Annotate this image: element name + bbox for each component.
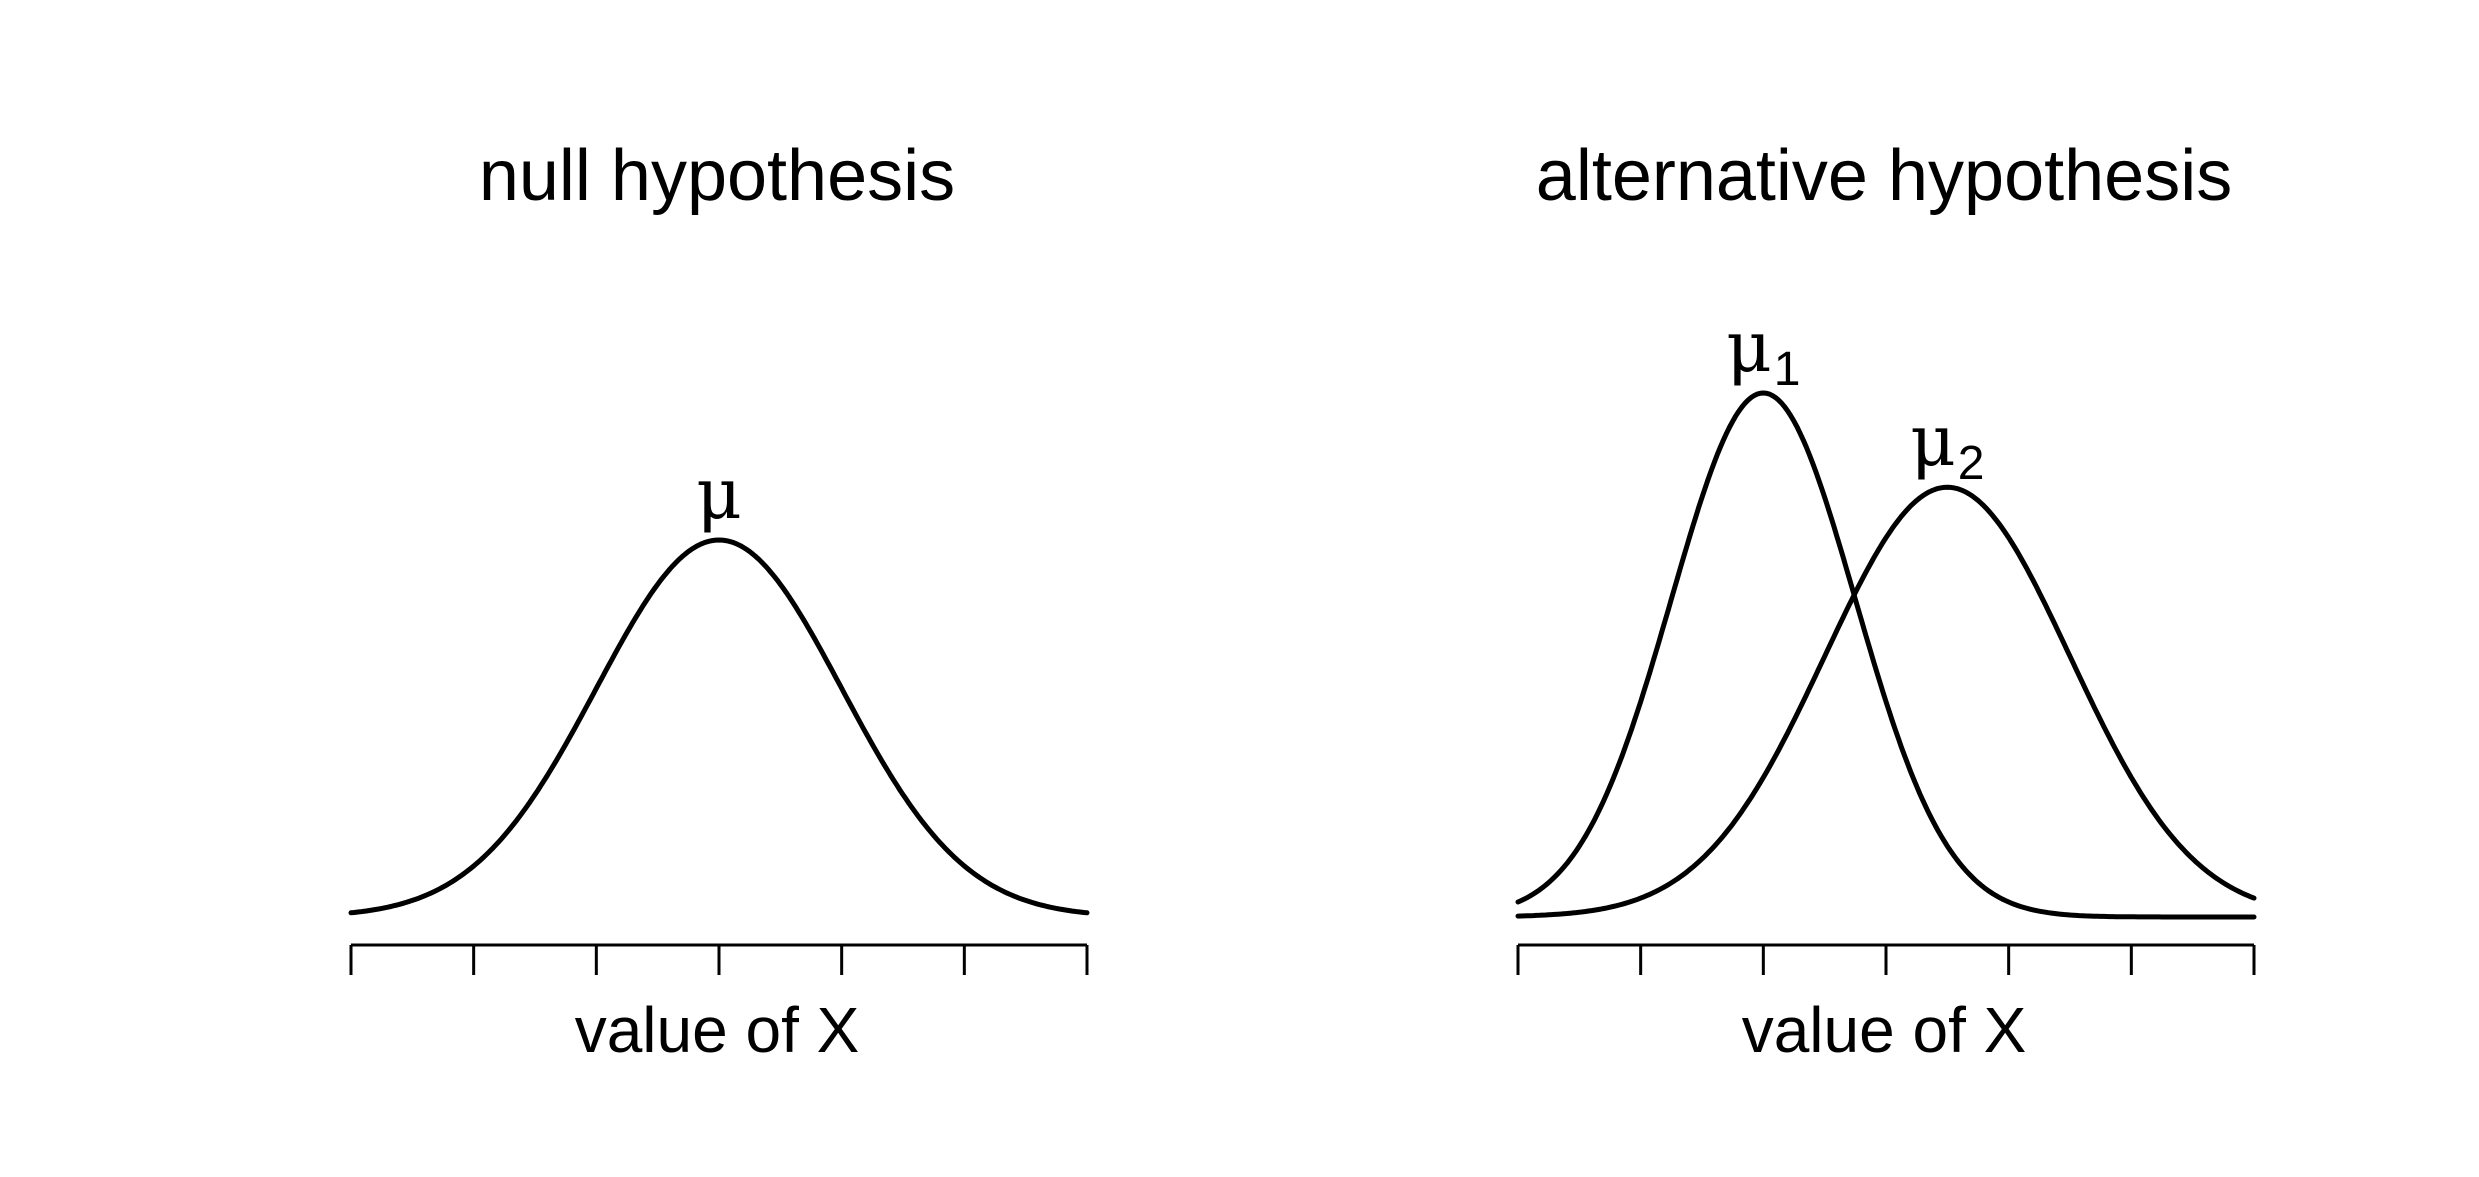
peak-label-subscript: 2 <box>1958 437 1985 490</box>
peak-label: μ1 <box>1726 306 1800 396</box>
curves <box>1515 390 2257 920</box>
curves <box>348 537 1090 916</box>
peak-label: μ2 <box>1910 400 1984 490</box>
panel-alternative-hypothesis: alternative hypothesis μ1 μ2 value of X <box>1515 136 2257 1066</box>
peak-labels: μ <box>696 453 742 535</box>
panel-null-hypothesis: null hypothesis μ value of X <box>348 136 1090 1066</box>
peak-labels: μ1 μ2 <box>1726 306 1984 490</box>
x-axis <box>349 943 1089 975</box>
density-curve-1 <box>348 537 1090 916</box>
density-curve-2 <box>1515 484 2257 919</box>
panel-title: alternative hypothesis <box>1536 136 2232 216</box>
peak-label: μ <box>696 453 742 535</box>
peak-label-subscript: 1 <box>1774 343 1801 396</box>
x-axis <box>1516 943 2256 975</box>
density-curve-1 <box>1515 390 2257 920</box>
x-axis-label: value of X <box>1742 994 2027 1066</box>
panel-title: null hypothesis <box>479 136 955 216</box>
x-axis-label: value of X <box>575 994 860 1066</box>
